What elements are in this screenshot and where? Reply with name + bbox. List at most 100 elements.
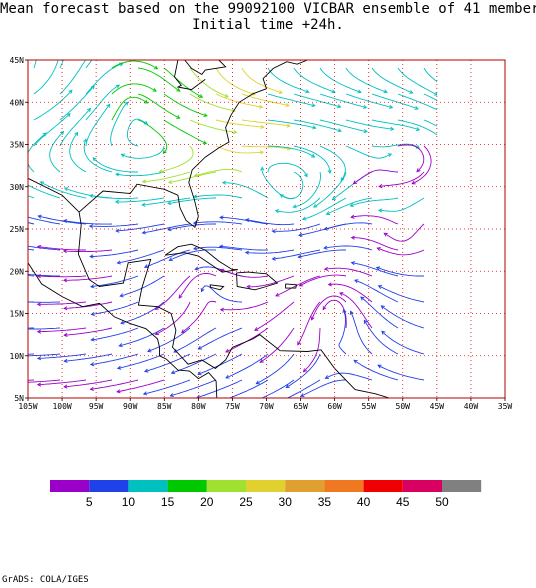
streamline: [28, 379, 61, 383]
streamline: [137, 119, 168, 154]
streamline-arrow: [141, 179, 147, 184]
colorbar-swatch: [128, 480, 168, 492]
streamline-arrow: [259, 358, 264, 363]
colorbar-swatch: [324, 480, 364, 492]
streamline: [376, 266, 424, 277]
streamline: [28, 353, 61, 357]
lon-label: 100W: [52, 402, 71, 411]
lon-label: 55W: [361, 402, 376, 411]
streamline-arrow: [305, 89, 310, 94]
streamline: [110, 101, 129, 147]
streamline: [256, 353, 295, 385]
streamline-arrow: [116, 260, 121, 265]
coastline: [27, 177, 390, 399]
lon-label: 80W: [191, 402, 206, 411]
streamline: [381, 330, 425, 355]
streamline: [144, 249, 191, 268]
streamline: [345, 93, 393, 109]
streamline: [219, 245, 268, 251]
streamline-arrow: [74, 131, 79, 137]
streamline-arrow: [169, 393, 174, 398]
streamline-arrow: [337, 104, 342, 109]
streamline-arrow: [383, 89, 388, 94]
streamline-arrow: [251, 91, 256, 96]
streamline: [59, 85, 95, 121]
streamline-arrow: [88, 224, 94, 229]
streamline-arrow: [197, 371, 202, 376]
streamline: [92, 157, 138, 173]
lon-label: 70W: [259, 402, 274, 411]
lon-label: 90W: [123, 402, 138, 411]
streamline-arrow: [219, 215, 224, 220]
streamline: [63, 249, 113, 253]
streamline: [222, 182, 269, 199]
streamline-arrow: [339, 292, 344, 296]
streamline: [353, 169, 399, 185]
streamline: [120, 275, 165, 297]
streamline-arrow: [383, 232, 388, 237]
streamline: [28, 132, 47, 173]
streamline: [33, 60, 59, 95]
streamline-arrow: [36, 356, 42, 361]
streamline-arrow: [363, 129, 368, 134]
streamline-arrow: [203, 113, 208, 118]
streamline-arrow: [66, 113, 71, 118]
streamline: [167, 197, 216, 205]
streamline: [377, 364, 425, 381]
streamline-arrow: [312, 125, 317, 130]
coastline: [164, 243, 238, 273]
streamline-arrow: [63, 306, 68, 311]
streamline: [85, 60, 93, 69]
streamline-arrow: [380, 305, 385, 310]
streamline-arrow: [143, 264, 149, 269]
streamline: [64, 353, 113, 362]
streamline-arrow: [303, 173, 308, 178]
streamline-arrow: [260, 166, 265, 171]
streamline-arrow: [246, 284, 251, 289]
streamline: [260, 379, 295, 398]
streamline-arrow: [325, 211, 331, 215]
streamline-arrow: [36, 302, 42, 307]
streamline-arrow: [116, 365, 122, 370]
streamline: [383, 223, 425, 242]
streamline: [142, 197, 191, 206]
streamline-arrow: [342, 308, 347, 314]
streamline-arrow: [439, 135, 443, 138]
colorbar-swatch: [246, 480, 286, 492]
streamline: [137, 93, 180, 119]
streamline: [319, 93, 367, 109]
lon-label: 50W: [396, 402, 411, 411]
streamline: [319, 67, 362, 93]
streamline-arrow: [170, 370, 176, 375]
streamline-arrow: [119, 62, 124, 67]
streamline: [261, 167, 295, 199]
coastline: [209, 284, 225, 291]
streamline-arrow: [310, 316, 315, 321]
streamline: [267, 93, 316, 107]
streamline-arrow: [63, 358, 68, 364]
lon-label: 60W: [327, 402, 342, 411]
streamline-arrow: [106, 103, 111, 108]
streamline: [64, 379, 113, 388]
streamline: [90, 249, 139, 258]
streamline-arrow: [176, 87, 181, 92]
streamline-arrow: [193, 173, 199, 178]
streamline: [220, 216, 269, 225]
streamline: [371, 67, 413, 94]
colorbar-label: 25: [239, 495, 253, 509]
streamline: [381, 305, 425, 329]
streamline-arrow: [224, 93, 229, 98]
streamline-arrow: [357, 89, 362, 94]
streamline-arrow: [277, 400, 281, 403]
streamline: [59, 108, 91, 147]
streamline: [225, 353, 269, 379]
streamline-arrow: [251, 400, 255, 403]
grads-credit: GrADS: COLA/IGES: [2, 575, 89, 585]
streamline-arrow: [141, 202, 146, 207]
streamline-arrow: [439, 110, 443, 113]
streamline-arrow: [116, 389, 121, 394]
colorbar-swatch: [363, 480, 403, 492]
streamline-arrow: [302, 368, 308, 373]
streamline: [353, 359, 399, 381]
